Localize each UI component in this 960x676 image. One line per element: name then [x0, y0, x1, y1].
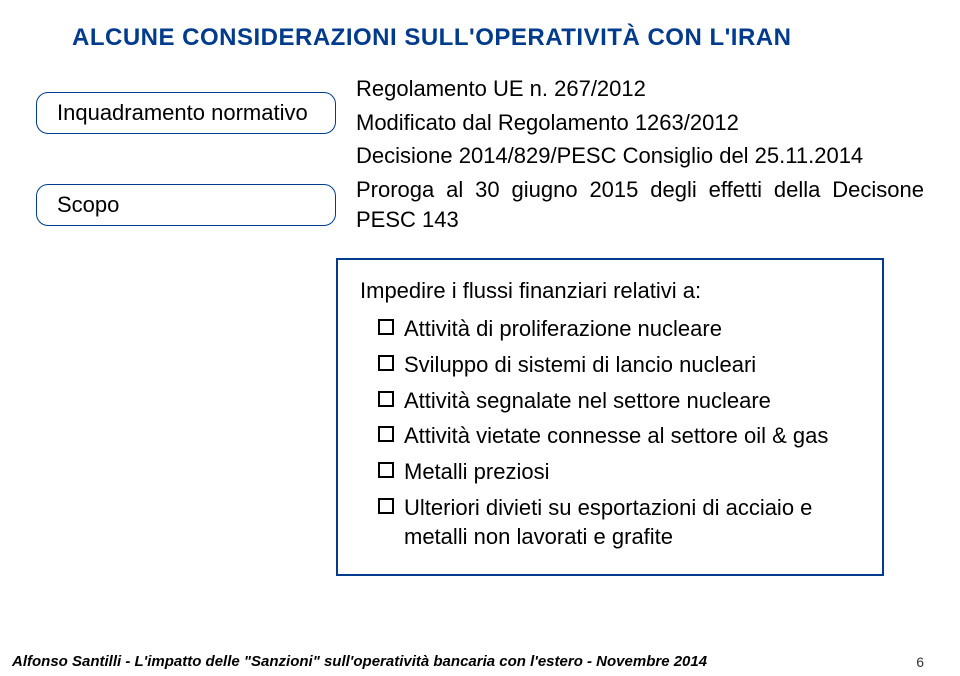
box-inquadramento: Inquadramento normativo [36, 92, 336, 134]
check-text: Ulteriori divieti su esportazioni di acc… [404, 493, 860, 552]
left-column: Inquadramento normativo Scopo [36, 74, 336, 238]
reg-line-1: Regolamento UE n. 267/2012 [356, 74, 924, 104]
checkbox-icon [378, 498, 394, 514]
reg-line-3: Decisione 2014/829/PESC Consiglio del 25… [356, 141, 924, 171]
right-column: Regolamento UE n. 267/2012 Modificato da… [356, 74, 924, 238]
check-text: Metalli preziosi [404, 457, 860, 487]
check-text: Attività segnalate nel settore nucleare [404, 386, 860, 416]
checkbox-icon [378, 355, 394, 371]
slide-title: ALCUNE CONSIDERAZIONI SULL'OPERATIVITÀ C… [36, 24, 924, 52]
framed-box: Impedire i flussi finanziari relativi a:… [336, 258, 884, 576]
checkbox-icon [378, 391, 394, 407]
check-item: Sviluppo di sistemi di lancio nucleari [360, 350, 860, 380]
reg-line-2: Modificato dal Regolamento 1263/2012 [356, 108, 924, 138]
check-item: Attività vietate connesse al settore oil… [360, 421, 860, 451]
slide: ALCUNE CONSIDERAZIONI SULL'OPERATIVITÀ C… [0, 0, 960, 676]
check-text: Sviluppo di sistemi di lancio nucleari [404, 350, 860, 380]
check-item: Ulteriori divieti su esportazioni di acc… [360, 493, 860, 552]
footer-text: Alfonso Santilli - L'impatto delle "Sanz… [12, 653, 707, 670]
checkbox-icon [378, 319, 394, 335]
check-text: Attività di proliferazione nucleare [404, 314, 860, 344]
check-text: Attività vietate connesse al settore oil… [404, 421, 860, 451]
footer: Alfonso Santilli - L'impatto delle "Sanz… [0, 653, 960, 670]
checkbox-icon [378, 426, 394, 442]
checkbox-icon [378, 462, 394, 478]
page-number: 6 [916, 654, 948, 670]
framed-lead: Impedire i flussi finanziari relativi a: [360, 276, 860, 306]
content-row: Inquadramento normativo Scopo Regolament… [36, 74, 924, 238]
check-item: Attività di proliferazione nucleare [360, 314, 860, 344]
check-item: Metalli preziosi [360, 457, 860, 487]
check-item: Attività segnalate nel settore nucleare [360, 386, 860, 416]
box-scopo: Scopo [36, 184, 336, 226]
reg-line-4: Proroga al 30 giugno 2015 degli effetti … [356, 175, 924, 234]
